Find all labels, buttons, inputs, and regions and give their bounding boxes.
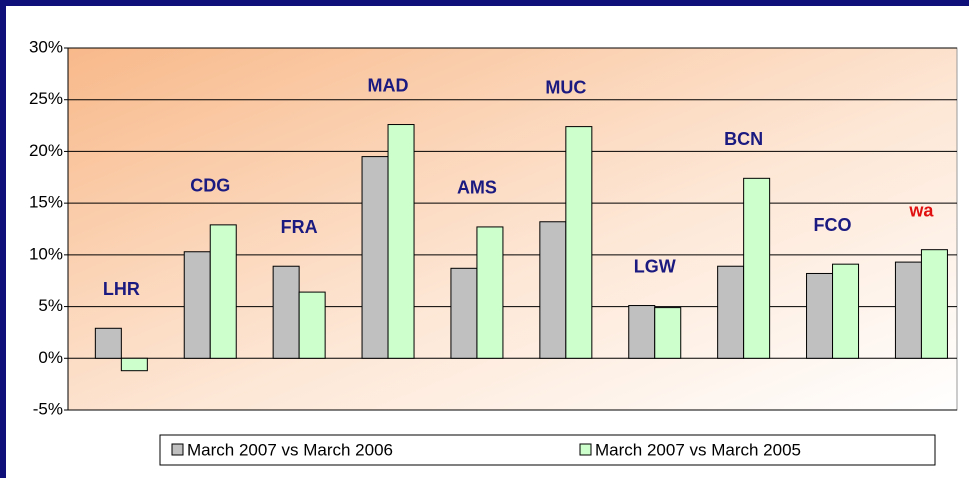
y-tick-label: 0%	[38, 348, 63, 367]
bar	[920, 249, 948, 359]
category-label: wa	[908, 200, 934, 220]
y-tick-label: 25%	[29, 89, 63, 108]
legend-label: March 2007 vs March 2006	[187, 440, 393, 459]
bar	[183, 251, 211, 359]
category-label: AMS	[457, 178, 497, 198]
category-label: LHR	[103, 279, 140, 299]
legend-label: March 2007 vs March 2005	[595, 440, 801, 459]
category-label: BCN	[724, 129, 763, 149]
y-tick-label: 10%	[29, 244, 63, 263]
legend-swatch	[579, 443, 592, 456]
bar	[894, 261, 922, 359]
category-label: FCO	[814, 215, 852, 235]
bar	[387, 124, 415, 359]
bar	[628, 305, 656, 359]
bar	[743, 177, 771, 359]
y-tick-label: 20%	[29, 141, 63, 160]
bar	[832, 263, 860, 359]
bar	[361, 156, 389, 359]
category-label: CDG	[190, 176, 230, 196]
bar	[450, 267, 478, 359]
bar	[806, 272, 834, 359]
bar	[539, 221, 567, 359]
category-label: MUC	[545, 77, 586, 97]
legend-box	[159, 434, 936, 466]
bar	[120, 357, 148, 372]
bar	[209, 224, 237, 359]
bar	[717, 265, 745, 359]
bar	[272, 265, 300, 359]
bar	[654, 307, 682, 359]
y-tick-label: 30%	[29, 37, 63, 56]
bar	[565, 126, 593, 359]
y-tick-label: 5%	[38, 296, 63, 315]
legend-swatch	[171, 443, 184, 456]
bar	[94, 327, 122, 359]
category-label: MAD	[368, 75, 409, 95]
category-label: FRA	[281, 217, 318, 237]
bar	[298, 291, 326, 359]
y-tick-label: 15%	[29, 193, 63, 212]
y-tick-label: -5%	[33, 399, 63, 418]
bar	[476, 226, 504, 359]
category-label: LGW	[634, 256, 676, 276]
